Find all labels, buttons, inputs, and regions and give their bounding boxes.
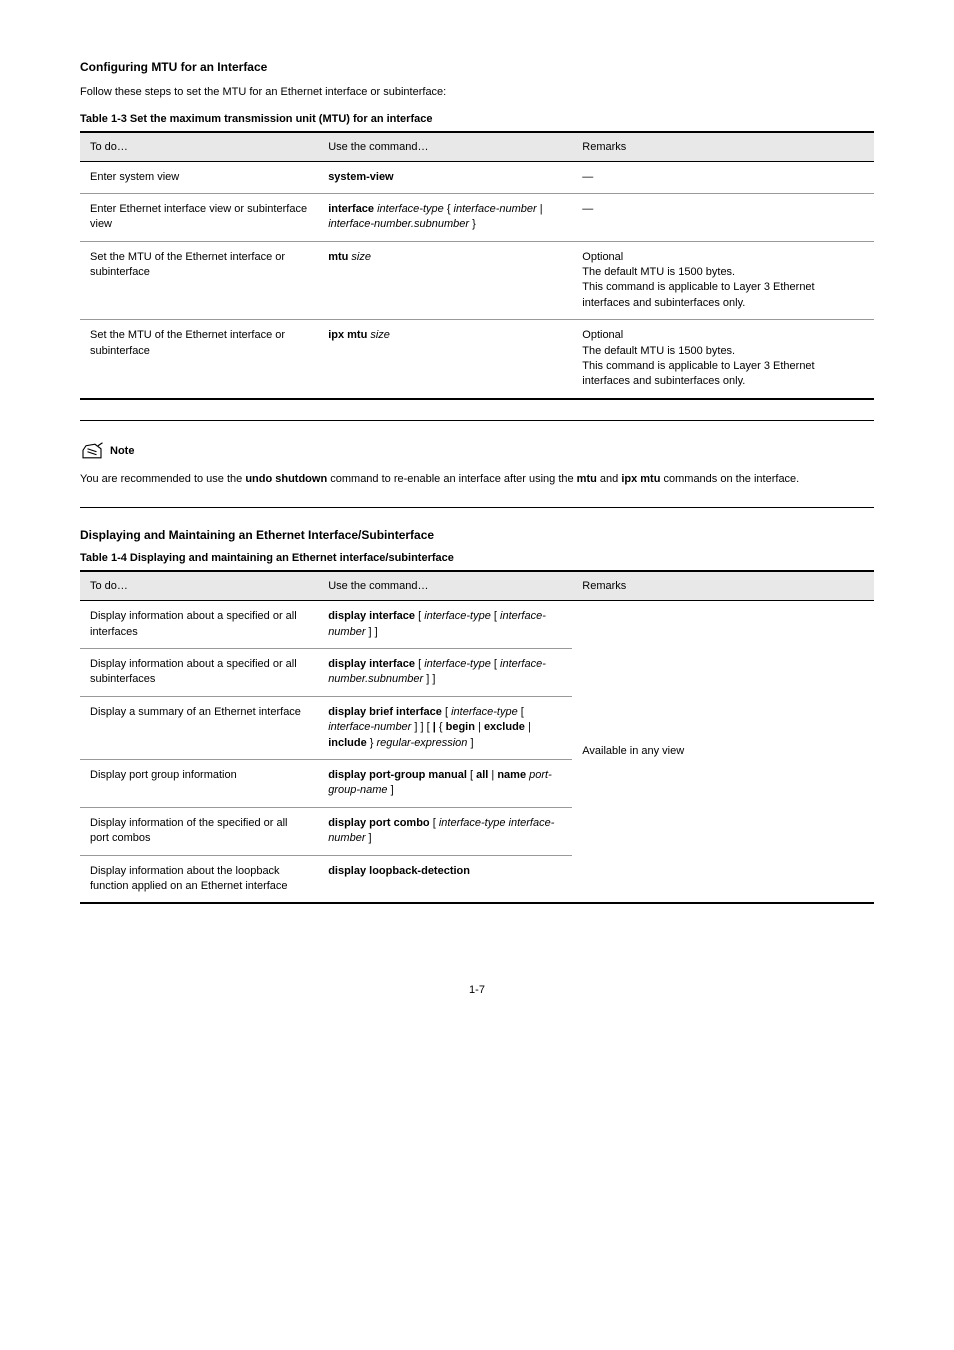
- table-1-3: To do… Use the command… Remarks Enter sy…: [80, 131, 874, 400]
- cell-remarks: OptionalThe default MTU is 1500 bytes.Th…: [572, 241, 874, 320]
- cell-cmd: ipx mtu size: [318, 320, 572, 399]
- cell-todo: Set the MTU of the Ethernet interface or…: [80, 320, 318, 399]
- table-row: Enter system viewsystem-view—: [80, 161, 874, 193]
- cell-todo: Display information about the loopback f…: [80, 855, 318, 903]
- mtu-section: Configuring MTU for an Interface Follow …: [80, 60, 874, 400]
- note-label: Note: [110, 445, 134, 457]
- table-header-row: To do… Use the command… Remarks: [80, 132, 874, 162]
- note-text: You are recommended to use the undo shut…: [80, 471, 874, 488]
- mtu-section-paragraph: Follow these steps to set the MTU for an…: [80, 84, 874, 101]
- col-todo-header: To do…: [80, 132, 318, 162]
- cell-todo: Enter system view: [80, 161, 318, 193]
- cell-todo: Display a summary of an Ethernet interfa…: [80, 696, 318, 759]
- cell-cmd: display loopback-detection: [318, 855, 572, 903]
- mtu-section-title: Configuring MTU for an Interface: [80, 60, 874, 74]
- col-remarks-header: Remarks: [572, 132, 874, 162]
- cell-todo: Display information about a specified or…: [80, 649, 318, 697]
- cell-cmd: display brief interface [ interface-type…: [318, 696, 572, 759]
- cell-cmd: display interface [ interface-type [ int…: [318, 601, 572, 649]
- table-row: Enter Ethernet interface view or subinte…: [80, 193, 874, 241]
- note-header: Note: [80, 441, 874, 461]
- display-maintain-section: Displaying and Maintaining an Ethernet I…: [80, 528, 874, 904]
- col-remarks-header: Remarks: [572, 571, 874, 601]
- cell-remarks: —: [572, 161, 874, 193]
- cell-cmd: display port-group manual [ all | name p…: [318, 760, 572, 808]
- cell-todo: Set the MTU of the Ethernet interface or…: [80, 241, 318, 320]
- cell-cmd: interface interface-type { interface-num…: [318, 193, 572, 241]
- cell-todo: Display information about a specified or…: [80, 601, 318, 649]
- note-block: Note You are recommended to use the undo…: [80, 420, 874, 509]
- table-1-4-caption: Table 1-4 Displaying and maintaining an …: [80, 552, 874, 564]
- cell-remarks: OptionalThe default MTU is 1500 bytes.Th…: [572, 320, 874, 399]
- cell-cmd: display port combo [ interface-type inte…: [318, 807, 572, 855]
- table-row: Set the MTU of the Ethernet interface or…: [80, 320, 874, 399]
- cell-todo: Display information of the specified or …: [80, 807, 318, 855]
- cell-remarks: Available in any view: [572, 601, 874, 904]
- cell-todo: Enter Ethernet interface view or subinte…: [80, 193, 318, 241]
- cell-remarks: —: [572, 193, 874, 241]
- table-1-3-caption: Table 1-3 Set the maximum transmission u…: [80, 113, 874, 125]
- cell-cmd: mtu size: [318, 241, 572, 320]
- cell-todo: Display port group information: [80, 760, 318, 808]
- note-icon: [80, 441, 104, 461]
- table-row: Set the MTU of the Ethernet interface or…: [80, 241, 874, 320]
- display-maintain-title: Displaying and Maintaining an Ethernet I…: [80, 528, 874, 542]
- page-number: 1-7: [80, 984, 874, 996]
- cell-cmd: system-view: [318, 161, 572, 193]
- table-row: Display information about a specified or…: [80, 601, 874, 649]
- col-todo-header: To do…: [80, 571, 318, 601]
- table-1-4: To do… Use the command… Remarks Display …: [80, 570, 874, 904]
- table-header-row: To do… Use the command… Remarks: [80, 571, 874, 601]
- col-cmd-header: Use the command…: [318, 132, 572, 162]
- col-cmd-header: Use the command…: [318, 571, 572, 601]
- cell-cmd: display interface [ interface-type [ int…: [318, 649, 572, 697]
